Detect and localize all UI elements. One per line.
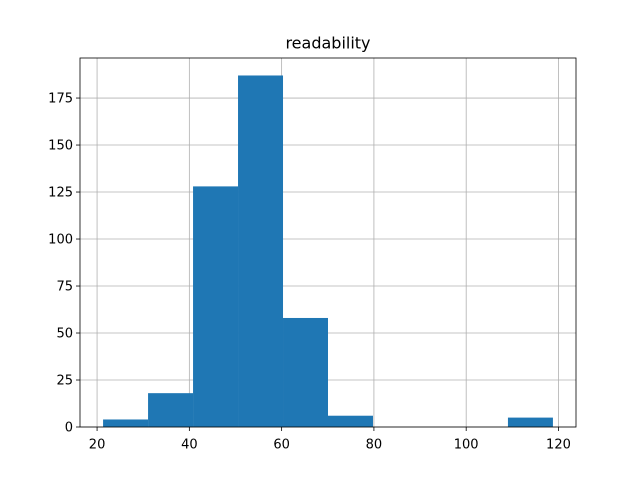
x-tick-label: 120 bbox=[546, 438, 571, 453]
chart-title: readability bbox=[285, 34, 370, 53]
x-tick-label: 60 bbox=[273, 438, 290, 453]
y-tick-label: 100 bbox=[48, 233, 73, 248]
y-tick-label: 25 bbox=[56, 374, 73, 389]
bar bbox=[507, 417, 553, 427]
axes: 20 40 60 80 100 120 0 25 50 75 100 125 150 175 bbox=[48, 92, 571, 453]
x-tick-label: 20 bbox=[89, 438, 106, 453]
y-tick-label: 50 bbox=[56, 327, 73, 342]
grid bbox=[80, 58, 576, 428]
y-tick-label: 0 bbox=[65, 421, 73, 436]
y-tick-label: 175 bbox=[48, 92, 73, 107]
y-tick-label: 125 bbox=[48, 186, 73, 201]
bar bbox=[238, 75, 284, 427]
bar bbox=[193, 186, 239, 427]
x-tick-label: 80 bbox=[366, 438, 383, 453]
bar bbox=[328, 415, 373, 427]
bar bbox=[283, 317, 328, 427]
bar bbox=[148, 393, 194, 427]
bars bbox=[103, 75, 553, 427]
plot-frame bbox=[79, 57, 577, 428]
bar bbox=[103, 419, 149, 427]
x-tick-label: 100 bbox=[454, 438, 479, 453]
y-tick-label: 75 bbox=[56, 280, 73, 295]
x-tick-label: 40 bbox=[181, 438, 198, 453]
y-tick-label: 150 bbox=[48, 139, 73, 154]
